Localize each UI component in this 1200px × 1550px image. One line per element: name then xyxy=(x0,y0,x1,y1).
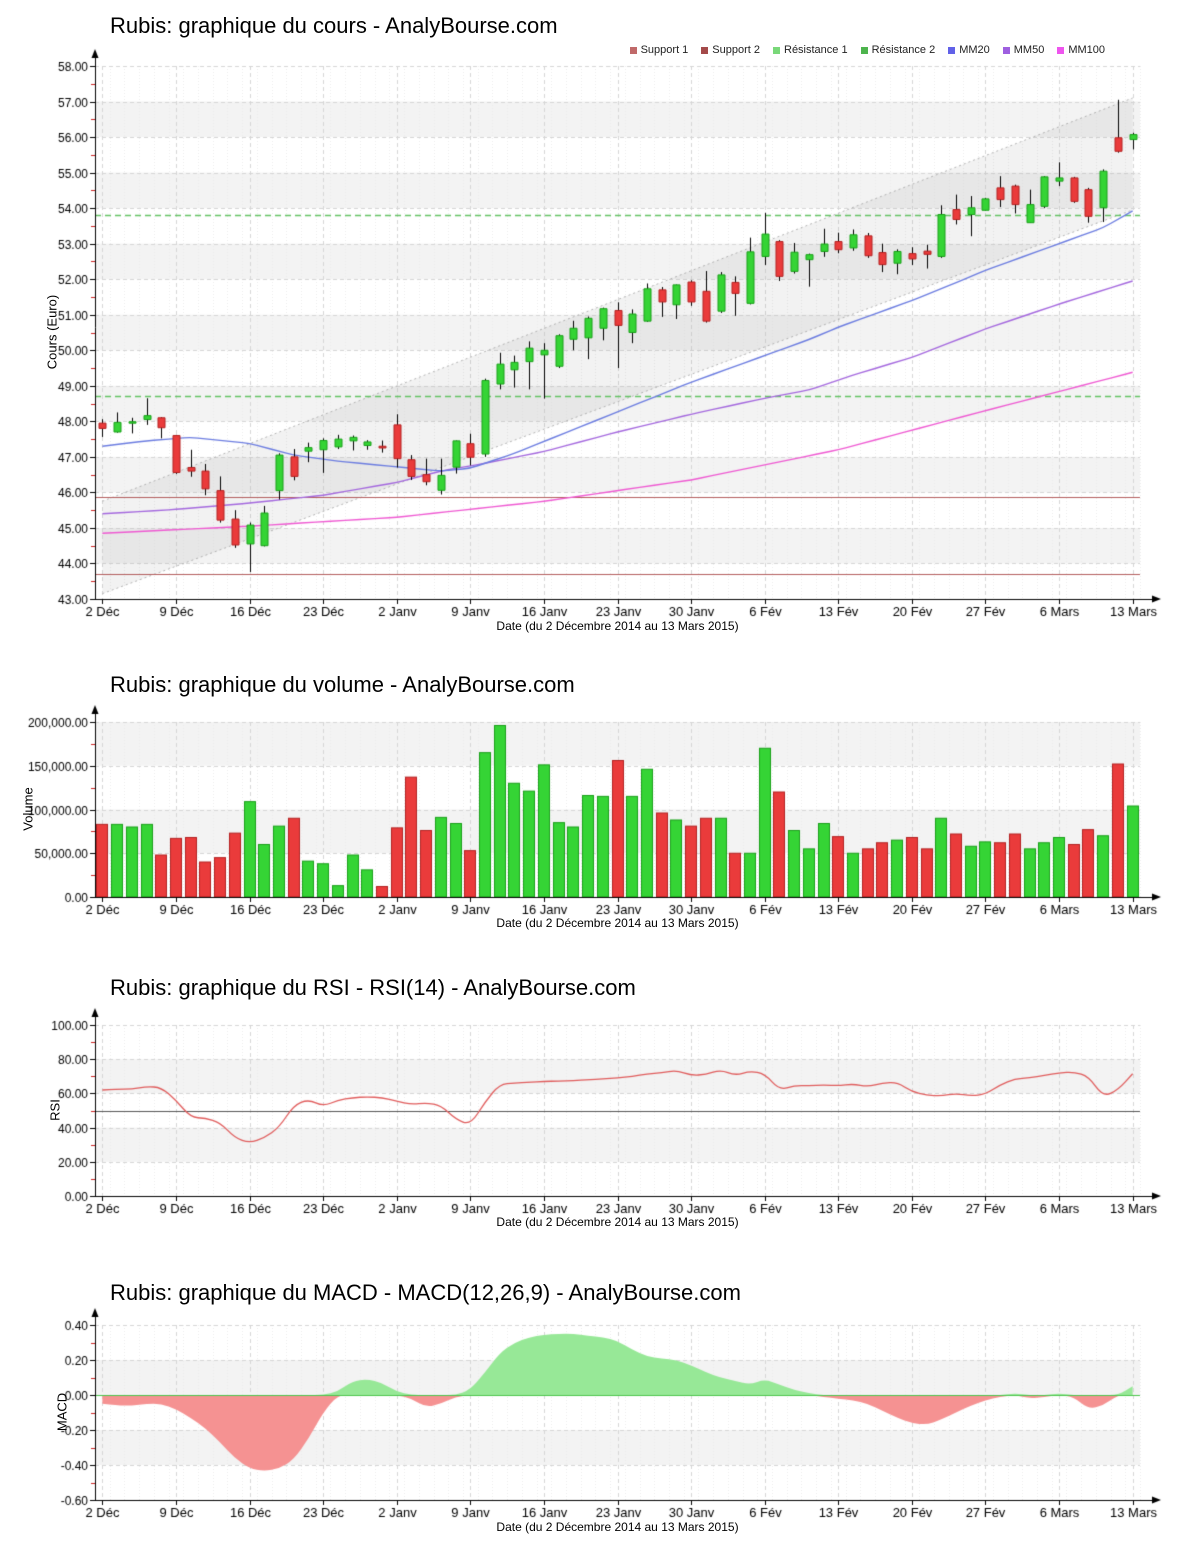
legend-label: Support 2 xyxy=(712,44,760,56)
legend-item: MM20 xyxy=(948,44,990,56)
rsi-x-axis-label: Date (du 2 Décembre 2014 au 13 Mars 2015… xyxy=(496,1215,739,1229)
legend-item: Résistance 1 xyxy=(773,44,848,56)
legend-item: Support 1 xyxy=(629,44,689,56)
legend-item: Support 2 xyxy=(701,44,760,56)
rsi-chart-title: Rubis: graphique du RSI - RSI(14) - Anal… xyxy=(110,975,636,1000)
legend-label: MM100 xyxy=(1068,44,1105,56)
legend-label: Support 1 xyxy=(640,44,689,56)
legend-item: Résistance 2 xyxy=(860,44,936,56)
legend-item: MM50 xyxy=(1002,44,1045,56)
legend-label: MM20 xyxy=(959,44,990,56)
macd-y-axis-label: MACD xyxy=(54,1392,70,1432)
legend-label: Résistance 2 xyxy=(871,44,936,56)
legend-label: MM50 xyxy=(1013,44,1045,56)
legend-swatch xyxy=(629,46,637,54)
price-y-axis-label: Cours (Euro) xyxy=(44,294,60,370)
legend-swatch xyxy=(860,46,868,54)
legend-item: MM100 xyxy=(1057,44,1105,56)
macd-chart-title: Rubis: graphique du MACD - MACD(12,26,9)… xyxy=(110,1280,741,1305)
legend-label: Résistance 1 xyxy=(784,44,848,56)
legend-swatch xyxy=(701,46,709,54)
legend-swatch xyxy=(948,46,956,54)
volume-x-axis-label: Date (du 2 Décembre 2014 au 13 Mars 2015… xyxy=(496,916,739,930)
legend-swatch xyxy=(1002,46,1010,54)
price-x-axis-label: Date (du 2 Décembre 2014 au 13 Mars 2015… xyxy=(496,619,739,633)
legend-swatch xyxy=(773,46,780,54)
volume-y-axis-label: Volume xyxy=(20,787,36,831)
volume-chart-title: Rubis: graphique du volume - AnalyBourse… xyxy=(110,672,575,697)
legend-swatch xyxy=(1057,46,1065,54)
price-chart-title: Rubis: graphique du cours - AnalyBourse.… xyxy=(110,13,558,38)
price-chart-legend: Support 1 Support 2 Résistance 1 Résistance… xyxy=(0,44,1105,56)
macd-x-axis-label: Date (du 2 Décembre 2014 au 13 Mars 2015… xyxy=(496,1520,739,1534)
rsi-y-axis-label: RSI xyxy=(47,1099,63,1121)
